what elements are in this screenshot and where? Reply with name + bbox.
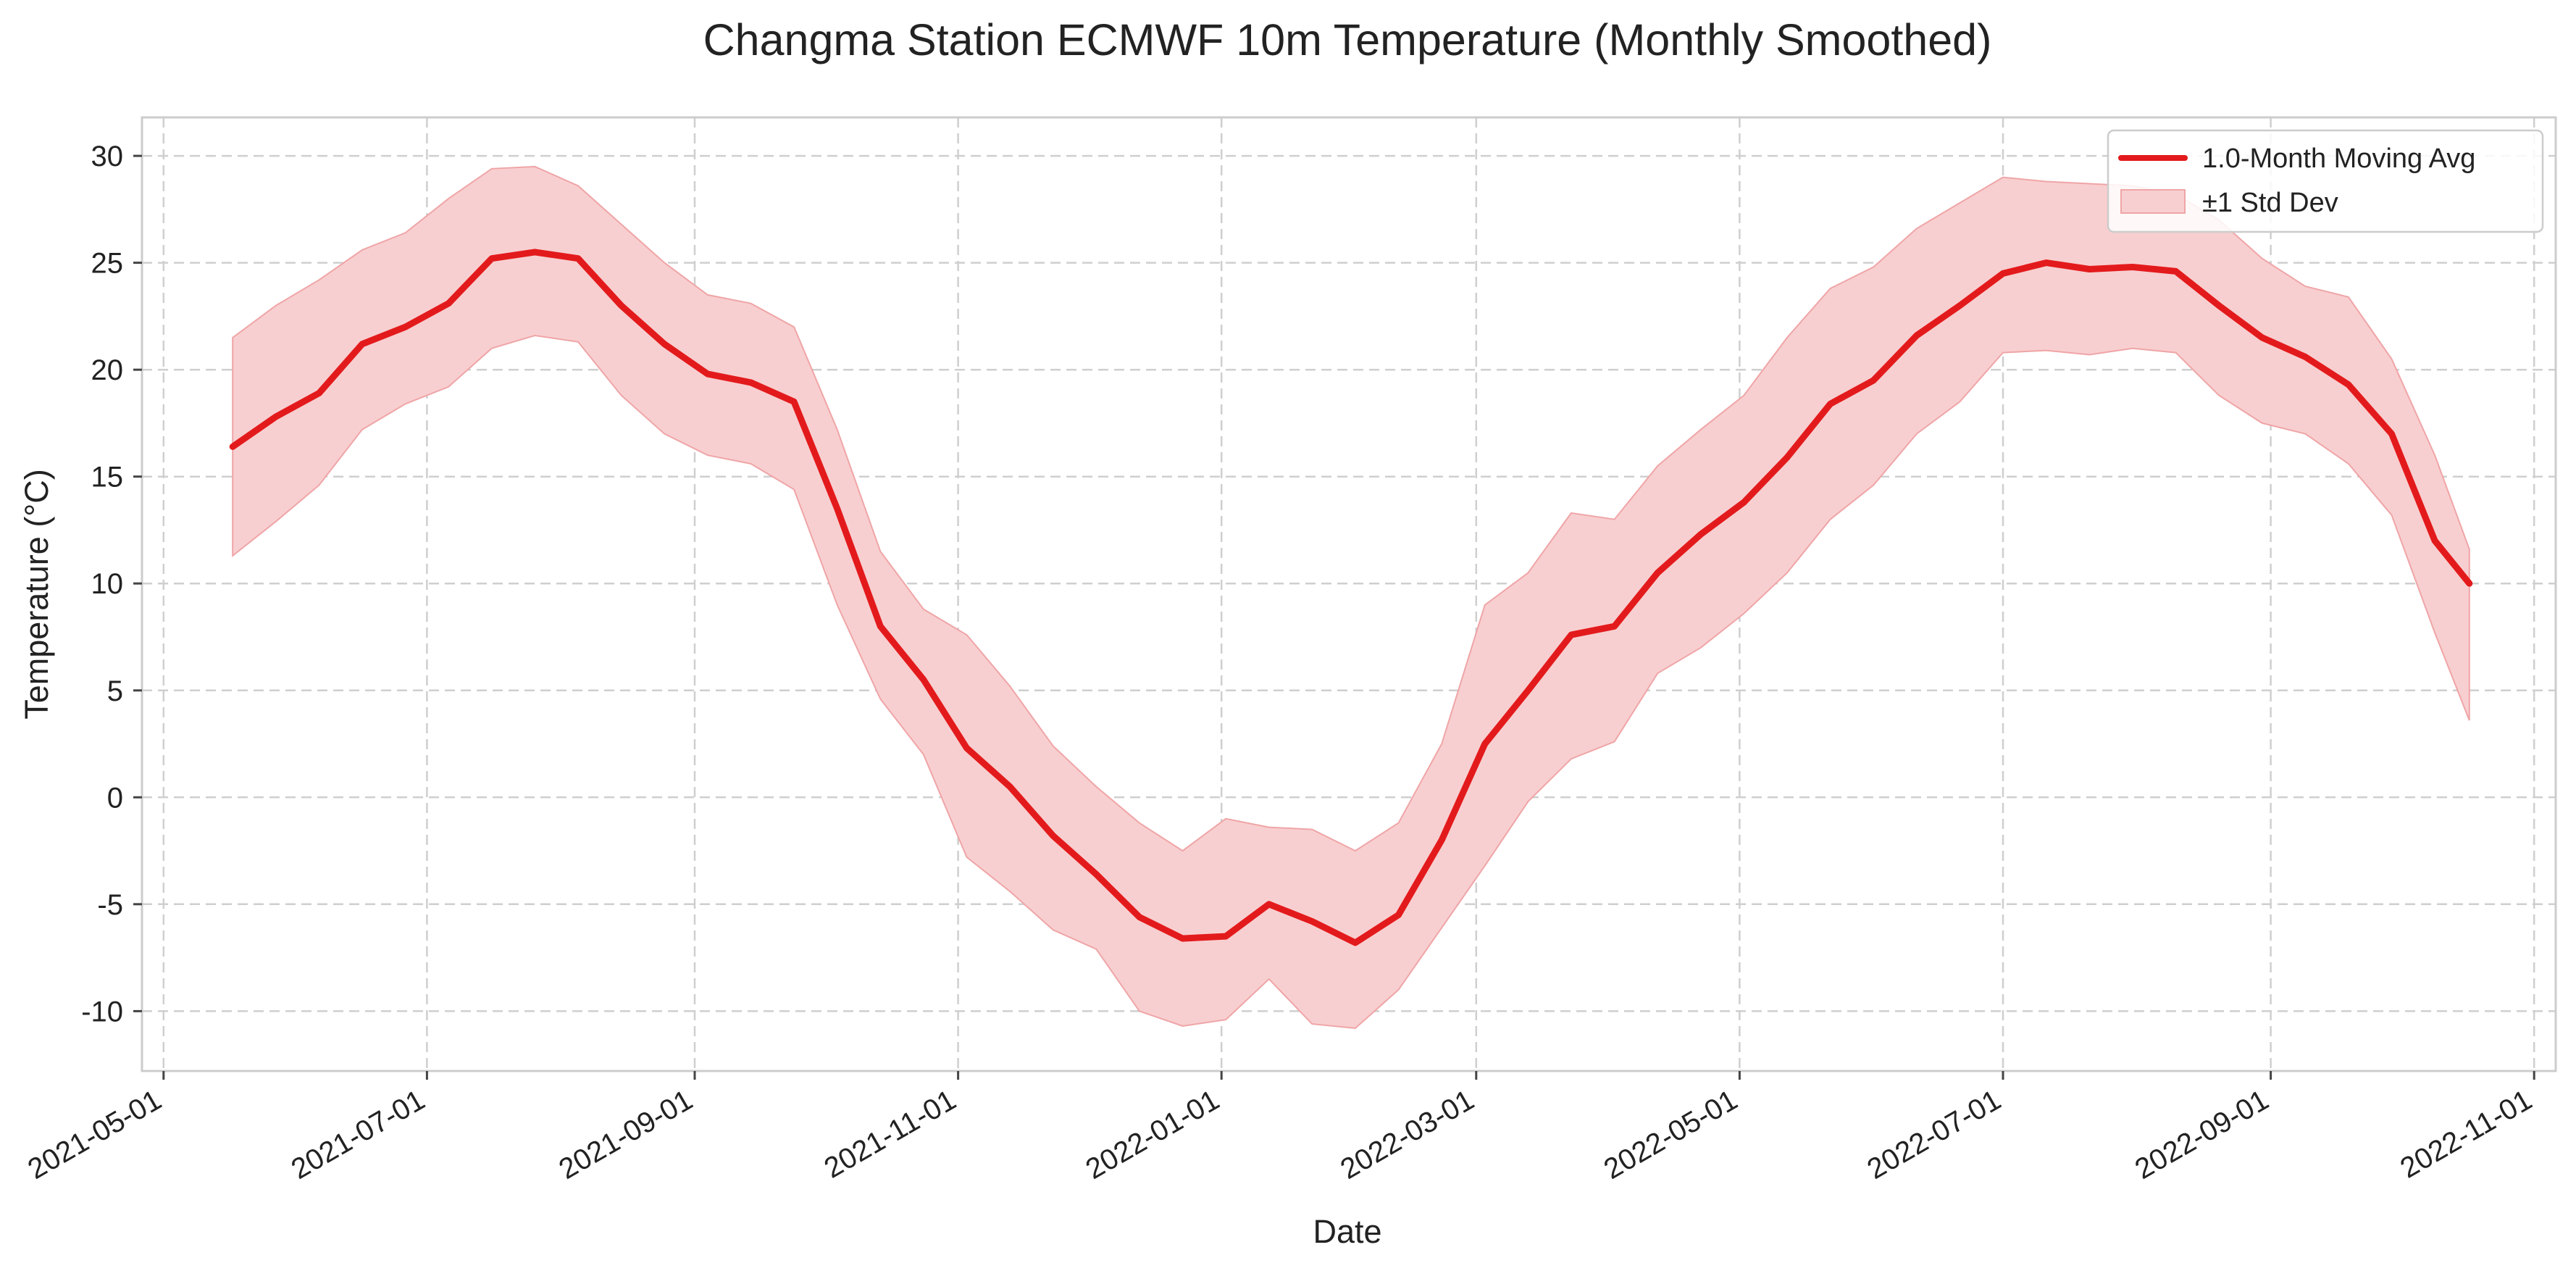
x-tick-label: 2022-07-01 bbox=[1862, 1084, 2006, 1185]
std-dev-band bbox=[232, 165, 2470, 1030]
y-axis-label: Temperature (°C) bbox=[18, 469, 55, 720]
y-tick-label: 20 bbox=[91, 354, 124, 386]
x-tick-label: 2022-01-01 bbox=[1081, 1084, 1225, 1185]
x-axis-ticks: 2021-05-01 2021-07-01 2021-09-01 2021-11-01… bbox=[22, 1071, 2538, 1185]
x-axis-label: Date bbox=[1313, 1213, 1381, 1250]
x-tick-label: 2021-05-01 bbox=[22, 1084, 167, 1185]
y-tick-label: 5 bbox=[107, 675, 123, 707]
x-tick-label: 2021-07-01 bbox=[286, 1084, 430, 1185]
legend-label-std-dev: ±1 Std Dev bbox=[2202, 188, 2338, 218]
y-tick-label: 30 bbox=[91, 141, 124, 172]
legend-label-moving-avg: 1.0-Month Moving Avg bbox=[2202, 143, 2475, 174]
x-tick-label: 2021-11-01 bbox=[819, 1084, 961, 1185]
moving-avg-layer bbox=[229, 249, 2473, 946]
y-tick-label: -5 bbox=[97, 889, 123, 921]
y-tick-label: 15 bbox=[91, 462, 124, 493]
x-tick-label: 2022-09-01 bbox=[2130, 1084, 2274, 1185]
y-tick-label: 10 bbox=[91, 568, 124, 600]
y-tick-label: 0 bbox=[107, 782, 123, 814]
legend-band-swatch bbox=[2120, 189, 2186, 214]
y-tick-label: 25 bbox=[91, 248, 124, 280]
legend: 1.0-Month Moving Avg ±1 Std Dev bbox=[2107, 129, 2544, 233]
x-tick-label: 2022-11-01 bbox=[2395, 1084, 2538, 1185]
moving-avg-line bbox=[229, 249, 2473, 946]
x-tick-label: 2021-09-01 bbox=[553, 1084, 698, 1185]
plot-frame bbox=[141, 116, 2557, 1072]
y-tick-label: -10 bbox=[81, 996, 123, 1028]
y-axis-ticks: 30 25 20 15 10 5 0 -5 -10 bbox=[81, 141, 142, 1028]
x-tick-label: 2022-05-01 bbox=[1599, 1084, 1743, 1185]
legend-frame bbox=[2107, 129, 2544, 233]
x-tick-label: 2022-03-01 bbox=[1335, 1084, 1479, 1185]
std-band-layer bbox=[232, 165, 2470, 1030]
chart-title: Changma Station ECMWF 10m Temperature (M… bbox=[703, 15, 1992, 64]
